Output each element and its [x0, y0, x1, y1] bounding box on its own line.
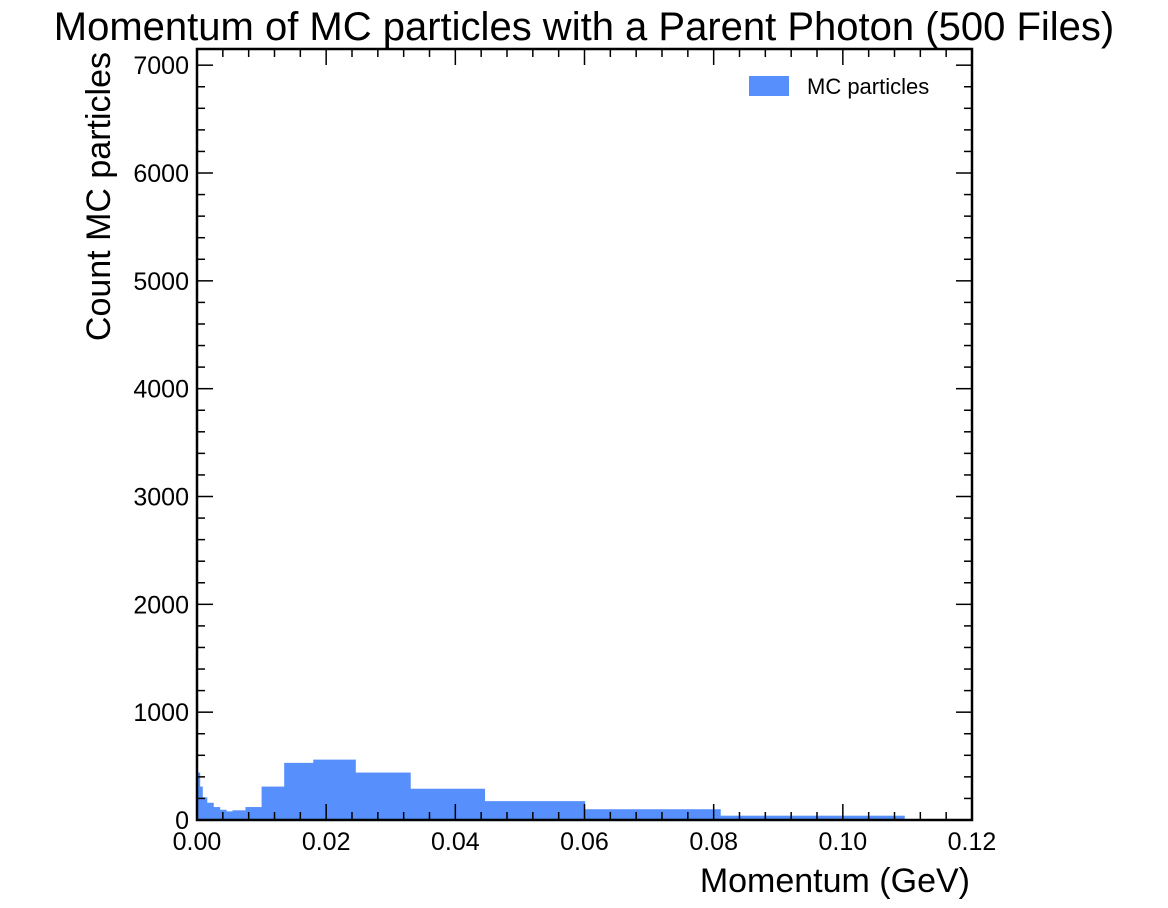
x-tick-label: 0.02 — [302, 828, 351, 856]
histogram-bar — [226, 811, 234, 820]
x-tick-label: 0.12 — [948, 828, 997, 856]
legend-swatch — [749, 76, 789, 96]
histogram-bar — [720, 815, 905, 820]
histogram-bar — [202, 797, 208, 820]
x-tick-label: 0.06 — [560, 828, 609, 856]
histogram-bar — [206, 802, 214, 820]
histogram-bar — [213, 807, 221, 820]
y-tick-label: 2000 — [133, 591, 189, 619]
histogram-bar — [245, 807, 263, 820]
x-tick-label: 0.10 — [818, 828, 867, 856]
y-tick-label: 6000 — [133, 160, 189, 188]
y-tick-label: 7000 — [133, 52, 189, 80]
legend: MC particles — [749, 74, 929, 99]
x-tick-label: 0.00 — [173, 828, 222, 856]
x-tick-label: 0.08 — [689, 828, 738, 856]
histogram-bar — [410, 788, 485, 820]
x-tick-labels: 0.00 0.02 0.04 0.06 0.08 0.10 0.12 — [173, 828, 997, 856]
histogram-bar — [584, 809, 721, 820]
y-axis-label: Count MC particles — [80, 52, 118, 341]
y-tick-labels: 0 1000 2000 3000 4000 5000 6000 7000 — [133, 52, 189, 835]
histogram-bar — [355, 772, 411, 820]
histogram-bar — [199, 786, 203, 820]
histogram-bar — [232, 810, 247, 820]
histogram-bar — [284, 762, 314, 820]
histogram-bars — [197, 759, 905, 820]
x-axis-label: Momentum (GeV) — [700, 862, 970, 900]
legend-label: MC particles — [807, 74, 929, 99]
y-tick-label: 3000 — [133, 484, 189, 512]
axis-ticks — [196, 49, 973, 821]
histogram-bar — [484, 801, 586, 820]
histogram-bar — [261, 786, 285, 820]
chart-title: Momentum of MC particles with a Parent P… — [54, 5, 1114, 49]
y-tick-label: 4000 — [133, 376, 189, 404]
x-tick-label: 0.04 — [431, 828, 480, 856]
histogram-bar — [313, 759, 356, 820]
plot-frame — [195, 47, 974, 822]
y-tick-label: 5000 — [133, 268, 189, 296]
y-tick-label: 0 — [175, 807, 189, 835]
histogram-bar — [197, 772, 201, 820]
y-tick-label: 1000 — [133, 699, 189, 727]
